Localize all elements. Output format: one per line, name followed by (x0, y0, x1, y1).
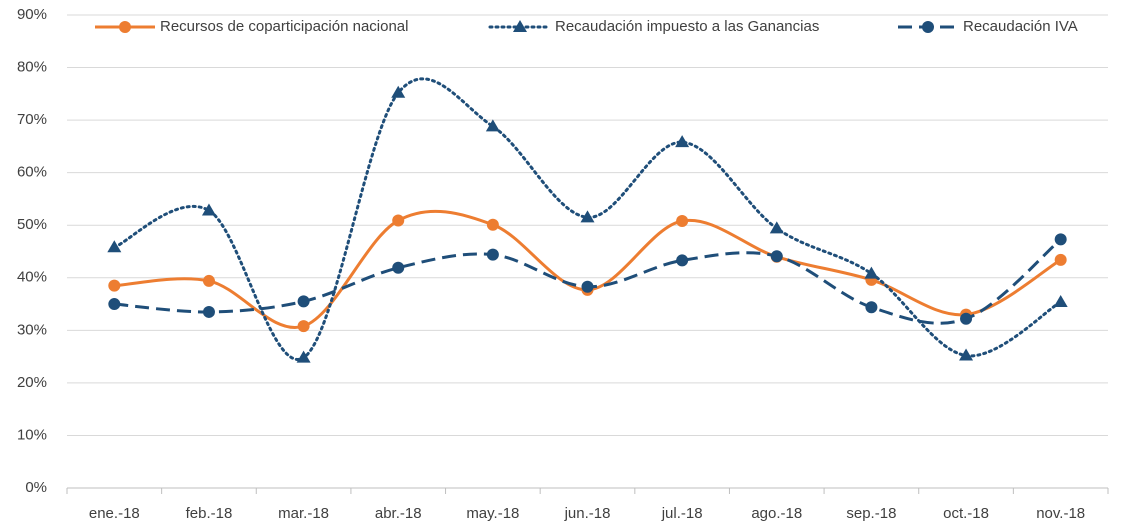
legend-label: Recursos de coparticipación nacional (160, 18, 408, 35)
y-tick-label: 40% (17, 269, 47, 286)
x-tick-label: sep.-18 (846, 505, 896, 522)
x-tick-label: nov.-18 (1036, 505, 1085, 522)
x-tick-label: mar.-18 (278, 505, 329, 522)
marker (392, 214, 405, 227)
marker (770, 250, 783, 263)
y-tick-label: 60% (17, 164, 47, 181)
x-tick-label: oct.-18 (943, 505, 989, 522)
marker (108, 298, 121, 311)
x-tick-label: feb.-18 (186, 505, 233, 522)
y-tick-label: 90% (17, 6, 47, 23)
marker (513, 20, 527, 32)
x-tick-label: ago.-18 (751, 505, 802, 522)
marker (297, 295, 310, 308)
y-tick-label: 70% (17, 111, 47, 128)
series-line (112, 77, 1063, 361)
x-tick-label: jul.-18 (661, 505, 703, 522)
legend-label: Recaudación IVA (963, 18, 1078, 35)
marker (201, 203, 216, 216)
x-tick-label: jun.-18 (564, 505, 611, 522)
marker (392, 261, 405, 274)
marker (296, 350, 311, 363)
legend-item: Recaudación IVA (898, 18, 1078, 35)
marker (581, 280, 594, 293)
marker (769, 221, 784, 234)
marker (202, 274, 215, 287)
marker (202, 305, 215, 318)
marker (107, 240, 122, 253)
series-line (114, 209, 1062, 329)
x-tick-label: may.-18 (466, 505, 519, 522)
marker (959, 348, 974, 361)
marker (108, 279, 121, 292)
marker (676, 215, 689, 228)
marker (580, 210, 595, 223)
y-tick-label: 30% (17, 321, 47, 338)
marker (922, 21, 934, 33)
marker (864, 266, 879, 279)
marker (1053, 294, 1068, 307)
y-tick-label: 50% (17, 216, 47, 233)
y-tick-label: 10% (17, 426, 47, 443)
marker (865, 301, 878, 314)
y-tick-label: 0% (25, 479, 47, 496)
marker (485, 119, 500, 132)
marker (1054, 253, 1067, 266)
marker (486, 248, 499, 261)
marker (119, 21, 131, 33)
legend-item: Recursos de coparticipación nacional (95, 18, 408, 35)
marker (486, 218, 499, 231)
marker (1054, 233, 1067, 246)
x-tick-label: ene.-18 (89, 505, 140, 522)
x-tick-label: abr.-18 (375, 505, 422, 522)
y-tick-label: 80% (17, 59, 47, 76)
marker (297, 320, 310, 333)
marker (960, 312, 973, 325)
marker (675, 135, 690, 148)
y-tick-label: 20% (17, 374, 47, 391)
legend-item: Recaudación impuesto a las Ganancias (488, 18, 819, 35)
marker (391, 85, 406, 98)
legend-label: Recaudación impuesto a las Ganancias (555, 18, 819, 35)
marker (676, 254, 689, 267)
